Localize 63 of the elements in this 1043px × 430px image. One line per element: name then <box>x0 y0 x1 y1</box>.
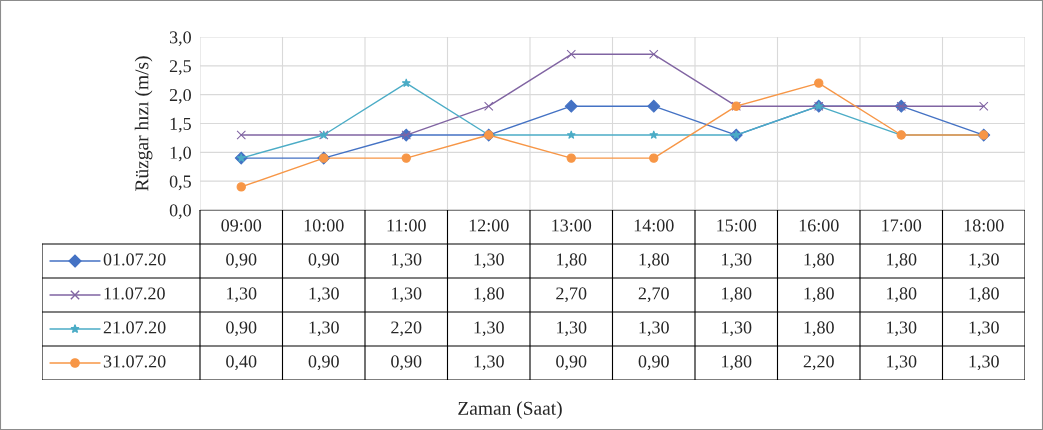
x-tick-label: 11:00 <box>387 219 426 232</box>
legend-label: 21.07.20 <box>103 321 166 334</box>
data-label: 0,90 <box>391 355 422 371</box>
legend-label: 11.07.20 <box>104 287 165 300</box>
y-tick-label: 1,5 <box>170 117 191 133</box>
x-tick-label: 09:00 <box>221 219 262 232</box>
data-label: 1,80 <box>804 321 834 337</box>
data-label: 1,80 <box>804 287 834 303</box>
data-label: 1,30 <box>639 321 669 337</box>
data-label: 1,30 <box>309 321 339 337</box>
data-label: 1,80 <box>639 253 669 269</box>
data-label: 1,80 <box>887 253 917 269</box>
data-label: 1,30 <box>309 287 339 303</box>
y-tick-label: 1,0 <box>170 146 191 162</box>
data-label: 1,30 <box>969 321 999 337</box>
data-label: 1,80 <box>722 287 752 303</box>
x-tick-label: 12:00 <box>469 219 509 232</box>
data-label: 1,30 <box>722 253 752 269</box>
y-tick-label: 2,0 <box>169 88 191 104</box>
x-tick-label: 15:00 <box>717 219 757 232</box>
data-label: 1,80 <box>557 253 587 269</box>
x-tick-label: 16:00 <box>799 219 839 232</box>
data-label: 2,70 <box>556 287 587 303</box>
text: Zaman (Saat) <box>458 401 562 419</box>
data-label: 1,30 <box>227 287 257 303</box>
x-tick-label: 13:00 <box>552 219 592 232</box>
data-label: 1,80 <box>804 253 834 269</box>
data-label: 0,90 <box>308 355 339 371</box>
data-label: 1,30 <box>969 253 999 269</box>
y-tick-label: 0,0 <box>169 204 191 220</box>
data-label: 1,80 <box>474 287 504 303</box>
data-label: 0,90 <box>226 253 257 269</box>
data-label: 1,80 <box>887 287 917 303</box>
data-label: 1,30 <box>722 321 752 337</box>
data-label: 1,30 <box>392 253 422 269</box>
legend-label: 01.07.20 <box>103 253 166 266</box>
legend-label: 31.07.20 <box>103 355 166 368</box>
data-label: 0,90 <box>556 355 587 371</box>
y-tick-label: 3,0 <box>169 31 191 47</box>
data-label: 0,40 <box>226 355 257 371</box>
x-tick-label: 10:00 <box>304 219 344 232</box>
data-label: 2,20 <box>391 321 422 337</box>
data-label: 1,30 <box>887 321 917 337</box>
data-label: 1,30 <box>392 287 422 303</box>
data-label: 2,70 <box>638 287 669 303</box>
data-label: 1,30 <box>557 321 587 337</box>
data-label: 2,20 <box>803 355 834 371</box>
x-tick-label: 14:00 <box>634 219 674 232</box>
data-label: 0,90 <box>308 253 339 269</box>
data-label: 1,30 <box>474 253 504 269</box>
y-tick-label: 0,5 <box>169 175 191 191</box>
data-label: 1,80 <box>969 287 999 303</box>
data-label: 1,80 <box>722 355 752 371</box>
x-tick-label: 17:00 <box>882 219 922 232</box>
data-label: 1,30 <box>887 355 917 371</box>
x-tick-label: 18:00 <box>964 219 1004 232</box>
data-label: 0,90 <box>226 321 257 337</box>
data-label: 0,90 <box>638 355 669 371</box>
y-axis-title: Rüzgar hızı (m/s) <box>134 56 153 191</box>
data-label: 1,30 <box>969 355 999 371</box>
data-label: 1,30 <box>474 321 504 337</box>
y-tick-label: 2,5 <box>169 60 191 75</box>
data-label: 1,30 <box>474 355 504 371</box>
